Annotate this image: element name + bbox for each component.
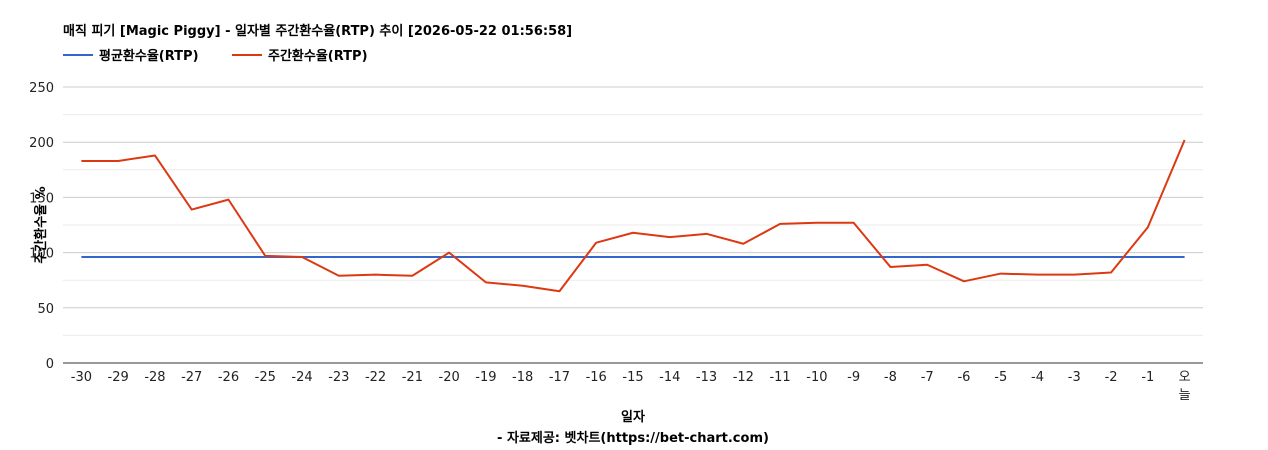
x-tick-label: -5 <box>994 370 1007 385</box>
x-tick-label: -15 <box>622 370 643 385</box>
x-tick-label: -24 <box>291 370 312 385</box>
series-lines <box>81 139 1186 293</box>
legend: 평균환수율(RTP) 주간환수율(RTP) <box>63 48 368 64</box>
x-tick-label: -21 <box>402 370 423 385</box>
x-tick-label: -4 <box>1031 370 1044 385</box>
x-tick-label: -1 <box>1141 370 1154 385</box>
x-tick-label: -27 <box>181 370 202 385</box>
source-note: - 자료제공: 벳차트(https://bet-chart.com) <box>497 430 769 446</box>
x-tick-label: -28 <box>144 370 165 385</box>
y-tick-label: 50 <box>37 302 54 317</box>
y-tick-label: 250 <box>29 81 54 96</box>
chart-title: 매직 피기 [Magic Piggy] - 일자별 주간환수율(RTP) 추이 … <box>63 23 572 39</box>
x-tick-label: -16 <box>586 370 607 385</box>
x-tick-label: -6 <box>957 370 970 385</box>
x-tick-label: -9 <box>847 370 860 385</box>
x-tick-label: -13 <box>696 370 717 385</box>
x-tick-label: -22 <box>365 370 386 385</box>
x-tick-label: -10 <box>806 370 827 385</box>
y-axis-title: 주간환수율 % <box>33 186 49 263</box>
legend-label-weekly: 주간환수율(RTP) <box>268 48 368 64</box>
x-tick-label: -19 <box>475 370 496 385</box>
y-tick-label: 0 <box>46 357 54 372</box>
x-tick-label: -12 <box>733 370 754 385</box>
x-tick-label: -30 <box>71 370 92 385</box>
x-tick-label: -7 <box>921 370 934 385</box>
x-axis-title: 일자 <box>621 410 645 425</box>
x-tick-label: -29 <box>108 370 129 385</box>
x-tick-label: -20 <box>439 370 460 385</box>
x-tick-label: -26 <box>218 370 239 385</box>
x-tick-label: -23 <box>328 370 349 385</box>
y-tick-label: 150 <box>29 191 54 206</box>
gridlines <box>63 86 1203 336</box>
x-tick-label: -8 <box>884 370 897 385</box>
x-tick-label: -11 <box>769 370 790 385</box>
x-tick-label: -2 <box>1105 370 1118 385</box>
y-tick-label: 200 <box>29 136 54 151</box>
x-axis-ticks: -30 -29 -28 -27 -26 -25 -24 -23 -22 -21 -20 -19 -18 -… <box>71 370 1191 403</box>
series-line-weekly <box>81 139 1186 293</box>
x-tick-label: -3 <box>1068 370 1081 385</box>
x-tick-label: -25 <box>255 370 276 385</box>
x-tick-label: -17 <box>549 370 570 385</box>
y-tick-label: 100 <box>29 247 54 262</box>
legend-label-average: 평균환수율(RTP) <box>99 48 199 64</box>
x-tick-label: -14 <box>659 370 680 385</box>
y-axis-ticks: 0 50 100 150 200 250 <box>29 81 54 372</box>
x-tick-label: -18 <box>512 370 533 385</box>
